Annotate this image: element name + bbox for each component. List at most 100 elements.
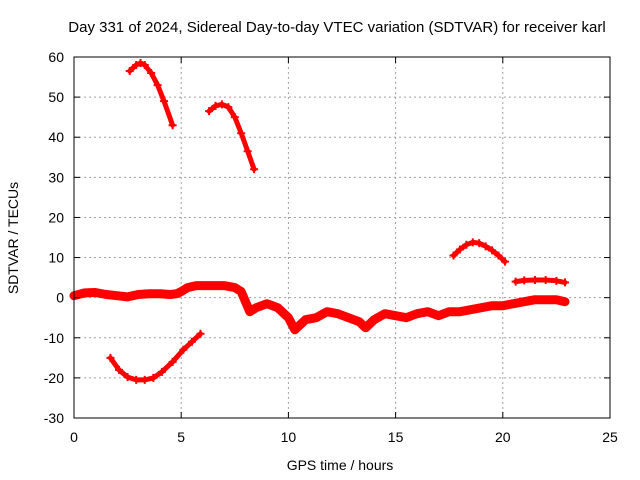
grid bbox=[74, 57, 610, 418]
y-tick-label: 0 bbox=[56, 290, 64, 306]
data-point bbox=[511, 277, 520, 286]
data-point bbox=[449, 251, 458, 260]
data-point bbox=[196, 329, 205, 338]
data-point bbox=[520, 276, 529, 285]
data-point bbox=[80, 288, 89, 297]
data-point bbox=[149, 373, 158, 382]
data-point bbox=[153, 81, 162, 90]
data-point bbox=[423, 307, 432, 316]
data-point bbox=[488, 246, 497, 255]
data-point bbox=[205, 107, 214, 116]
data-point bbox=[509, 299, 518, 308]
data-point bbox=[217, 100, 226, 109]
data-point bbox=[344, 313, 353, 322]
data-point bbox=[252, 303, 261, 312]
data-point bbox=[455, 245, 464, 254]
x-tick-label: 0 bbox=[70, 429, 78, 445]
data-point bbox=[140, 61, 149, 70]
data-point bbox=[106, 353, 115, 362]
data-point bbox=[168, 357, 177, 366]
data-point bbox=[552, 295, 561, 304]
data-point bbox=[177, 287, 186, 296]
data-point bbox=[434, 311, 443, 320]
y-tick-label: 10 bbox=[48, 250, 64, 266]
data-point bbox=[466, 305, 475, 314]
axis-ticks: 0 5 10 15 20 25 -30 -20 -10 0 10 20 30 40 50 60 bbox=[44, 49, 618, 445]
y-axis-label: SDTVAR / TECUs bbox=[5, 182, 21, 294]
data-point bbox=[91, 288, 100, 297]
data-point bbox=[134, 290, 143, 299]
data-point bbox=[445, 307, 454, 316]
data-point bbox=[488, 301, 497, 310]
data-point bbox=[220, 281, 229, 290]
x-axis-label: GPS time / hours bbox=[287, 457, 394, 473]
data-point bbox=[125, 67, 134, 76]
series-arc-main bbox=[69, 281, 570, 335]
y-tick-label: 20 bbox=[48, 209, 64, 225]
data-point bbox=[355, 317, 364, 326]
x-tick-label: 10 bbox=[281, 429, 297, 445]
x-tick-label: 5 bbox=[177, 429, 185, 445]
x-tick-label: 20 bbox=[495, 429, 511, 445]
data-point bbox=[237, 129, 246, 138]
data-series bbox=[69, 59, 570, 384]
data-point bbox=[123, 373, 132, 382]
data-point bbox=[241, 297, 250, 306]
data-point bbox=[211, 101, 220, 110]
data-point bbox=[322, 307, 331, 316]
data-point bbox=[284, 313, 293, 322]
y-tick-label: -20 bbox=[44, 370, 64, 386]
chart-title: Day 331 of 2024, Sidereal Day-to-day VTE… bbox=[68, 19, 605, 36]
data-point bbox=[140, 375, 149, 384]
data-point bbox=[115, 365, 124, 374]
data-point bbox=[187, 337, 196, 346]
data-point bbox=[112, 291, 121, 300]
data-point bbox=[290, 325, 299, 334]
y-tick-label: 50 bbox=[48, 89, 64, 105]
data-point bbox=[230, 113, 239, 122]
data-point bbox=[475, 239, 484, 248]
data-point bbox=[494, 251, 503, 260]
y-tick-label: -10 bbox=[44, 330, 64, 346]
data-point bbox=[361, 323, 370, 332]
data-point bbox=[455, 307, 464, 316]
data-point bbox=[273, 303, 282, 312]
y-tick-label: 40 bbox=[48, 129, 64, 145]
data-point bbox=[160, 97, 169, 106]
data-point bbox=[333, 309, 342, 318]
data-point bbox=[413, 309, 422, 318]
plot-frame bbox=[73, 56, 611, 419]
y-tick-label: 60 bbox=[48, 49, 64, 65]
data-point bbox=[172, 289, 181, 298]
series-arc-2 bbox=[205, 100, 259, 174]
data-point bbox=[541, 295, 550, 304]
series-arc-3 bbox=[106, 329, 205, 384]
data-point bbox=[370, 315, 379, 324]
data-point bbox=[380, 309, 389, 318]
data-point bbox=[145, 289, 154, 298]
data-point bbox=[243, 147, 252, 156]
data-point bbox=[132, 61, 141, 70]
data-point bbox=[477, 303, 486, 312]
data-point bbox=[147, 69, 156, 78]
data-point bbox=[560, 297, 569, 306]
data-point bbox=[262, 299, 271, 308]
data-point bbox=[198, 281, 207, 290]
data-point bbox=[157, 367, 166, 376]
data-point bbox=[168, 121, 177, 130]
series-line bbox=[69, 281, 570, 335]
data-point bbox=[136, 59, 145, 68]
data-point bbox=[520, 297, 529, 306]
series-arc-5 bbox=[511, 276, 569, 287]
data-point bbox=[391, 311, 400, 320]
data-point bbox=[402, 313, 411, 322]
data-point bbox=[102, 290, 111, 299]
data-point bbox=[250, 165, 259, 174]
data-point bbox=[230, 283, 239, 292]
data-point bbox=[179, 345, 188, 354]
series-line bbox=[107, 331, 203, 383]
data-point bbox=[132, 375, 141, 384]
data-point bbox=[224, 103, 233, 112]
data-point bbox=[209, 281, 218, 290]
x-tick-label: 25 bbox=[602, 429, 618, 445]
